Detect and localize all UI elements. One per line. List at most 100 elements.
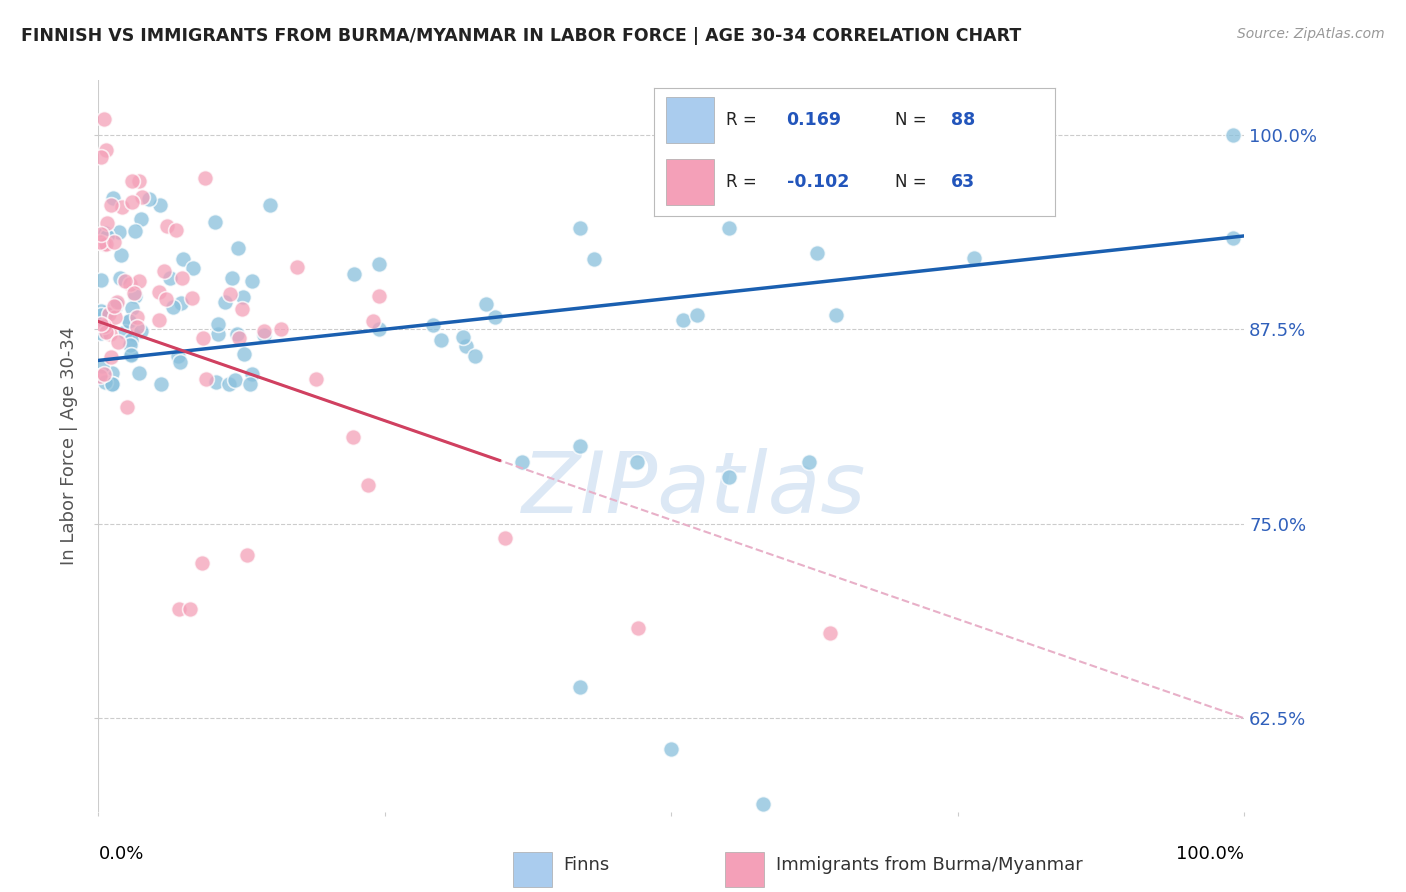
Point: [124, 289, 146, 303]
Point: [167, 602, 190, 616]
Point: [218, 287, 240, 301]
Point: [752, 797, 775, 811]
Point: [806, 246, 828, 260]
Point: [181, 291, 204, 305]
Point: [100, 198, 122, 212]
Point: [512, 454, 534, 468]
Point: [194, 170, 217, 185]
Point: [125, 310, 148, 325]
Point: [224, 373, 246, 387]
Point: [228, 331, 250, 345]
Point: [825, 309, 848, 323]
Point: [101, 376, 124, 391]
Point: [101, 191, 124, 205]
Point: [107, 334, 129, 349]
Point: [343, 267, 366, 281]
Point: [103, 235, 125, 250]
Point: [259, 198, 281, 212]
Point: [165, 223, 187, 237]
Point: [89, 368, 111, 383]
Point: [797, 454, 820, 468]
Point: [159, 271, 181, 285]
Point: [568, 439, 591, 453]
Point: [110, 248, 132, 262]
Point: [183, 260, 205, 275]
Point: [127, 320, 149, 334]
Point: [121, 174, 143, 188]
Point: [170, 296, 193, 310]
Point: [357, 478, 380, 492]
Point: [121, 327, 143, 342]
Point: [148, 313, 170, 327]
Point: [218, 376, 240, 391]
Point: [226, 241, 249, 255]
Point: [172, 252, 194, 266]
Point: [148, 285, 170, 300]
Point: [128, 366, 150, 380]
Point: [107, 226, 129, 240]
Point: [464, 349, 486, 363]
Point: [98, 327, 121, 342]
Point: [118, 338, 141, 352]
Point: [103, 299, 125, 313]
Point: [101, 366, 124, 380]
Point: [367, 288, 389, 302]
Text: ZIPatlas: ZIPatlas: [522, 449, 866, 532]
Point: [451, 329, 474, 343]
Point: [89, 235, 111, 249]
Point: [231, 301, 253, 316]
Point: [149, 198, 172, 212]
Point: [207, 327, 229, 342]
Point: [120, 348, 142, 362]
Point: [128, 174, 150, 188]
Point: [90, 150, 112, 164]
Point: [104, 310, 127, 325]
Point: [118, 314, 141, 328]
Point: [167, 349, 190, 363]
Point: [672, 313, 695, 327]
Point: [96, 305, 118, 319]
Point: [240, 367, 263, 381]
Point: [149, 376, 172, 391]
Point: [96, 144, 118, 158]
Point: [98, 307, 121, 321]
Point: [240, 274, 263, 288]
Point: [190, 556, 212, 570]
Point: [120, 347, 142, 361]
Point: [114, 325, 136, 339]
Point: [90, 227, 112, 242]
Point: [568, 221, 591, 235]
Point: [368, 257, 391, 271]
Point: [582, 252, 605, 267]
Point: [108, 270, 131, 285]
Point: [179, 602, 201, 616]
Text: 100.0%: 100.0%: [1177, 845, 1244, 863]
Point: [626, 454, 648, 468]
Point: [93, 112, 115, 127]
Point: [661, 742, 683, 756]
Point: [475, 297, 498, 311]
Point: [94, 375, 117, 389]
Point: [1222, 231, 1244, 245]
Point: [304, 372, 326, 386]
Point: [422, 318, 444, 332]
Point: [96, 236, 118, 251]
Point: [162, 301, 184, 315]
Point: [686, 308, 709, 322]
Point: [122, 285, 145, 300]
Point: [115, 401, 138, 415]
Point: [129, 324, 152, 338]
Point: [342, 430, 364, 444]
Point: [100, 376, 122, 391]
Point: [93, 318, 115, 333]
Text: FINNISH VS IMMIGRANTS FROM BURMA/MYANMAR IN LABOR FORCE | AGE 30-34 CORRELATION : FINNISH VS IMMIGRANTS FROM BURMA/MYANMAR…: [21, 27, 1021, 45]
Point: [627, 621, 650, 635]
Point: [93, 367, 115, 381]
Point: [124, 224, 146, 238]
Text: 0.0%: 0.0%: [98, 845, 143, 863]
Point: [368, 322, 391, 336]
Point: [105, 296, 128, 310]
Point: [194, 372, 217, 386]
Point: [239, 376, 262, 391]
Point: [153, 263, 176, 277]
